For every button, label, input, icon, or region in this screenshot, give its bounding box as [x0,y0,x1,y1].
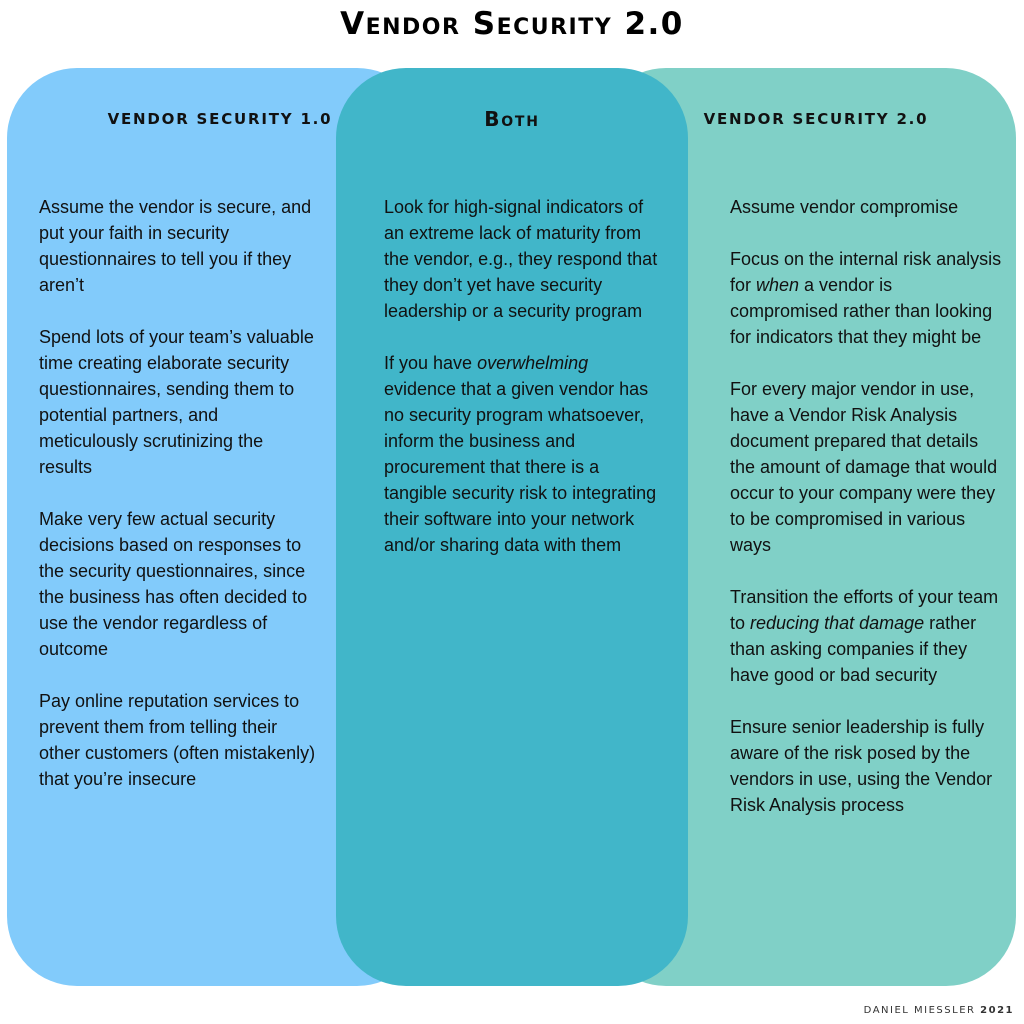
page-title: Vendor Security 2.0 [340,6,684,42]
both-heading: Both [484,107,540,131]
list-item-text: If you have [384,353,478,373]
list-item: If you have overwhelming evidence that a… [384,350,659,558]
list-item: Look for high-signal indicators of an ex… [384,197,658,321]
list-item-text: Transition the efforts of your team to [730,587,999,633]
emphasis-text: overwhelming [477,353,589,373]
author-name: DANIEL MIESSLER [863,1005,976,1016]
author-credit: DANIEL MIESSLER 2021 [864,1005,1014,1016]
emphasis-text: reducing that damage [750,613,925,633]
both-panel [336,68,688,986]
list-item: Pay online reputation services to preven… [39,691,316,789]
list-item-text: Focus on the internal risk analysis for [730,249,1002,295]
emphasis-text: when [756,275,800,295]
list-item: Focus on the internal risk analysis for … [730,246,1002,350]
both-list: Look for high-signal indicators of an ex… [384,194,659,584]
list-item-text: a vendor is compromised rather than look… [730,275,993,347]
vendor-security-2-heading: VENDOR SECURITY 2.0 [703,110,929,128]
vendor-security-1-list: Assume the vendor is secure, and put you… [39,194,319,818]
list-item: For every major vendor in use, have a Ve… [730,379,998,555]
vendor-security-2-list: Assume vendor compromise Focus on the in… [730,194,1002,844]
list-item: Make very few actual security decisions … [39,509,308,659]
list-item: Spend lots of your team’s valuable time … [39,327,314,477]
year: 2021 [980,1005,1014,1016]
list-item: Assume vendor compromise [730,197,959,217]
list-item: Ensure senior leadership is fully aware … [730,717,993,815]
list-item: Assume the vendor is secure, and put you… [39,197,312,295]
vendor-security-1-heading: VENDOR SECURITY 1.0 [107,110,333,128]
list-item-text: evidence that a given vendor has no secu… [384,379,657,555]
list-item: Transition the efforts of your team to r… [730,584,1002,688]
list-item-text: rather than asking companies if they hav… [730,613,977,685]
